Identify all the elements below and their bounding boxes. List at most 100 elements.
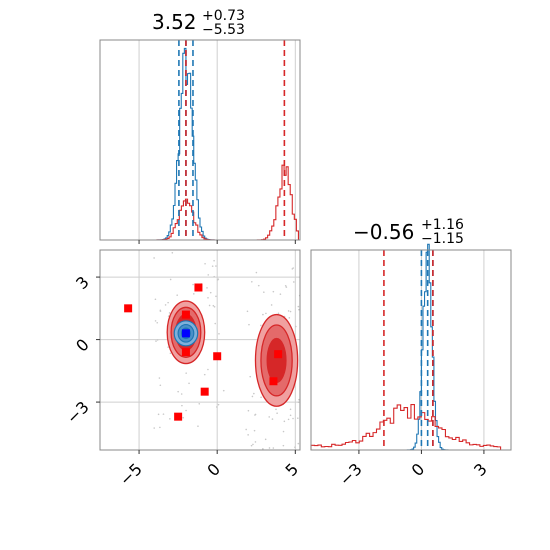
sample-point bbox=[157, 413, 160, 416]
red-marker bbox=[213, 352, 222, 361]
sample-point bbox=[254, 441, 257, 443]
sample-point bbox=[168, 312, 171, 314]
sample-point bbox=[154, 298, 157, 301]
sample-point bbox=[181, 404, 183, 407]
sample-point bbox=[180, 393, 183, 395]
plot-area bbox=[100, 242, 300, 450]
sample-point bbox=[159, 309, 162, 312]
sample-point bbox=[292, 281, 295, 283]
sample-point bbox=[249, 375, 252, 378]
blue-marker bbox=[181, 329, 190, 338]
sample-point bbox=[207, 274, 210, 276]
sample-point bbox=[264, 438, 267, 441]
sample-point bbox=[217, 403, 220, 406]
sample-point bbox=[216, 278, 219, 281]
sample-point bbox=[282, 444, 285, 447]
sample-point bbox=[298, 308, 300, 311]
sample-point bbox=[212, 304, 215, 307]
sample-point bbox=[154, 320, 157, 322]
sample-point bbox=[207, 296, 209, 299]
sample-point bbox=[177, 390, 179, 393]
sample-point bbox=[260, 324, 262, 327]
red-marker bbox=[200, 387, 209, 396]
x-tick-label: −3 bbox=[336, 459, 366, 489]
sample-point bbox=[297, 305, 300, 308]
sample-point bbox=[276, 412, 278, 415]
sample-point bbox=[208, 304, 211, 307]
sample-point bbox=[193, 293, 195, 295]
sample-point bbox=[247, 409, 250, 412]
sample-point bbox=[211, 265, 214, 267]
sample-point bbox=[197, 425, 199, 427]
sample-point bbox=[207, 368, 209, 371]
x-tick-label: 5 bbox=[282, 459, 303, 480]
sample-point bbox=[171, 251, 174, 254]
sample-point bbox=[176, 294, 178, 296]
sample-point bbox=[252, 443, 254, 446]
sample-point bbox=[247, 434, 249, 436]
marginal-y-title: −0.56 +1.16 −1.15 bbox=[353, 218, 464, 246]
sample-point bbox=[209, 291, 212, 294]
sample-point bbox=[251, 395, 254, 398]
sample-point bbox=[260, 396, 262, 399]
sample-point bbox=[185, 242, 187, 244]
y-tick-label: 3 bbox=[72, 272, 93, 293]
red-marker bbox=[269, 377, 278, 386]
red-histogram bbox=[310, 403, 502, 450]
sample-point bbox=[287, 310, 290, 312]
sample-point bbox=[272, 447, 275, 449]
sample-point bbox=[210, 246, 212, 248]
sample-point bbox=[164, 304, 167, 306]
sample-point bbox=[291, 268, 294, 270]
sample-point bbox=[282, 430, 285, 433]
title-plus-error: +1.16 bbox=[421, 217, 464, 233]
title-value: 3.52 bbox=[152, 10, 197, 34]
sample-point bbox=[182, 416, 184, 419]
sample-point bbox=[155, 340, 157, 342]
sample-point bbox=[198, 402, 201, 405]
sample-point bbox=[214, 322, 217, 325]
x-tick-label: 3 bbox=[470, 459, 491, 480]
red-marker bbox=[174, 412, 183, 421]
sample-point bbox=[213, 259, 215, 262]
marginal-x-panel bbox=[99, 39, 301, 244]
sample-point bbox=[262, 313, 264, 316]
sample-point bbox=[188, 382, 190, 385]
marginal-y-panel: −3 0 3 bbox=[310, 243, 512, 490]
sample-point bbox=[295, 325, 297, 328]
red-marker bbox=[181, 348, 190, 357]
sample-point bbox=[263, 291, 265, 293]
sample-point bbox=[213, 248, 215, 250]
sample-point bbox=[277, 312, 280, 315]
sample-point bbox=[287, 418, 290, 421]
sample-point bbox=[169, 418, 171, 420]
sample-point bbox=[185, 372, 187, 374]
sample-point bbox=[153, 257, 155, 259]
title-plus-error: +0.73 bbox=[202, 8, 245, 24]
sample-point bbox=[298, 398, 300, 401]
sample-point bbox=[270, 304, 273, 306]
sample-point bbox=[213, 275, 216, 278]
sample-point bbox=[272, 290, 275, 293]
sample-point bbox=[245, 428, 247, 431]
sample-point bbox=[215, 406, 218, 408]
x-tick-label: 0 bbox=[408, 459, 429, 480]
red-contour-level-3 bbox=[266, 337, 287, 383]
sample-point bbox=[215, 295, 217, 298]
sample-point bbox=[289, 408, 292, 411]
sample-point bbox=[283, 420, 286, 423]
axes-frame bbox=[99, 39, 301, 241]
sample-point bbox=[292, 417, 294, 420]
sample-point bbox=[279, 293, 282, 295]
red-marker bbox=[181, 310, 190, 319]
sample-point bbox=[169, 352, 172, 355]
sample-point bbox=[169, 278, 172, 281]
y-tick-label: −3 bbox=[63, 397, 93, 427]
sample-point bbox=[253, 429, 256, 432]
red-marker bbox=[194, 283, 203, 292]
sample-point bbox=[275, 408, 277, 411]
sample-point bbox=[246, 310, 249, 313]
title-value: −0.56 bbox=[353, 220, 415, 244]
sample-point bbox=[271, 418, 274, 420]
